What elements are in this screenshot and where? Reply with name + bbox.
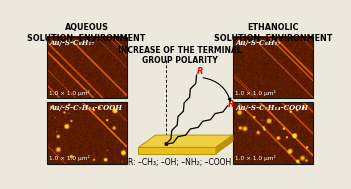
- Text: ETHANOLIC
SOLUTION  ENVIRONMENT: ETHANOLIC SOLUTION ENVIRONMENT: [214, 23, 332, 43]
- Text: AQUEOUS
SOLUTION  ENVIRONMENT: AQUEOUS SOLUTION ENVIRONMENT: [27, 23, 146, 43]
- Polygon shape: [138, 135, 233, 147]
- Text: R: R: [228, 100, 235, 109]
- Bar: [233, 102, 313, 164]
- Text: 1.0 × 1.0 μm²: 1.0 × 1.0 μm²: [235, 155, 276, 161]
- Polygon shape: [138, 147, 216, 154]
- Polygon shape: [216, 135, 233, 154]
- Text: S: S: [163, 142, 168, 147]
- Text: Au/-S-C₇H₁₄-COOH: Au/-S-C₇H₁₄-COOH: [49, 104, 122, 112]
- Text: Au/-S-C₈H₁₇: Au/-S-C₈H₁₇: [49, 39, 95, 47]
- Text: INCREASE OF THE TERMINAL
GROUP POLARITY: INCREASE OF THE TERMINAL GROUP POLARITY: [118, 46, 241, 65]
- Text: R: –CH₃; –OH; –NH₂; –COOH: R: –CH₃; –OH; –NH₂; –COOH: [128, 158, 231, 167]
- Text: 1.0 × 1.0 μm²: 1.0 × 1.0 μm²: [49, 90, 90, 96]
- Text: Au/-S-C₈H₁₇: Au/-S-C₈H₁₇: [235, 39, 281, 47]
- Bar: [47, 102, 127, 164]
- Text: 1.0 × 1.0 μm²: 1.0 × 1.0 μm²: [235, 90, 276, 96]
- Bar: [233, 36, 313, 98]
- Bar: [47, 36, 127, 98]
- Text: Au/-S-C₇H₁₄-COOH: Au/-S-C₇H₁₄-COOH: [235, 104, 308, 112]
- Text: R: R: [197, 67, 204, 76]
- FancyArrowPatch shape: [203, 78, 231, 101]
- Text: 1.0 × 1.0 μm²: 1.0 × 1.0 μm²: [49, 155, 90, 161]
